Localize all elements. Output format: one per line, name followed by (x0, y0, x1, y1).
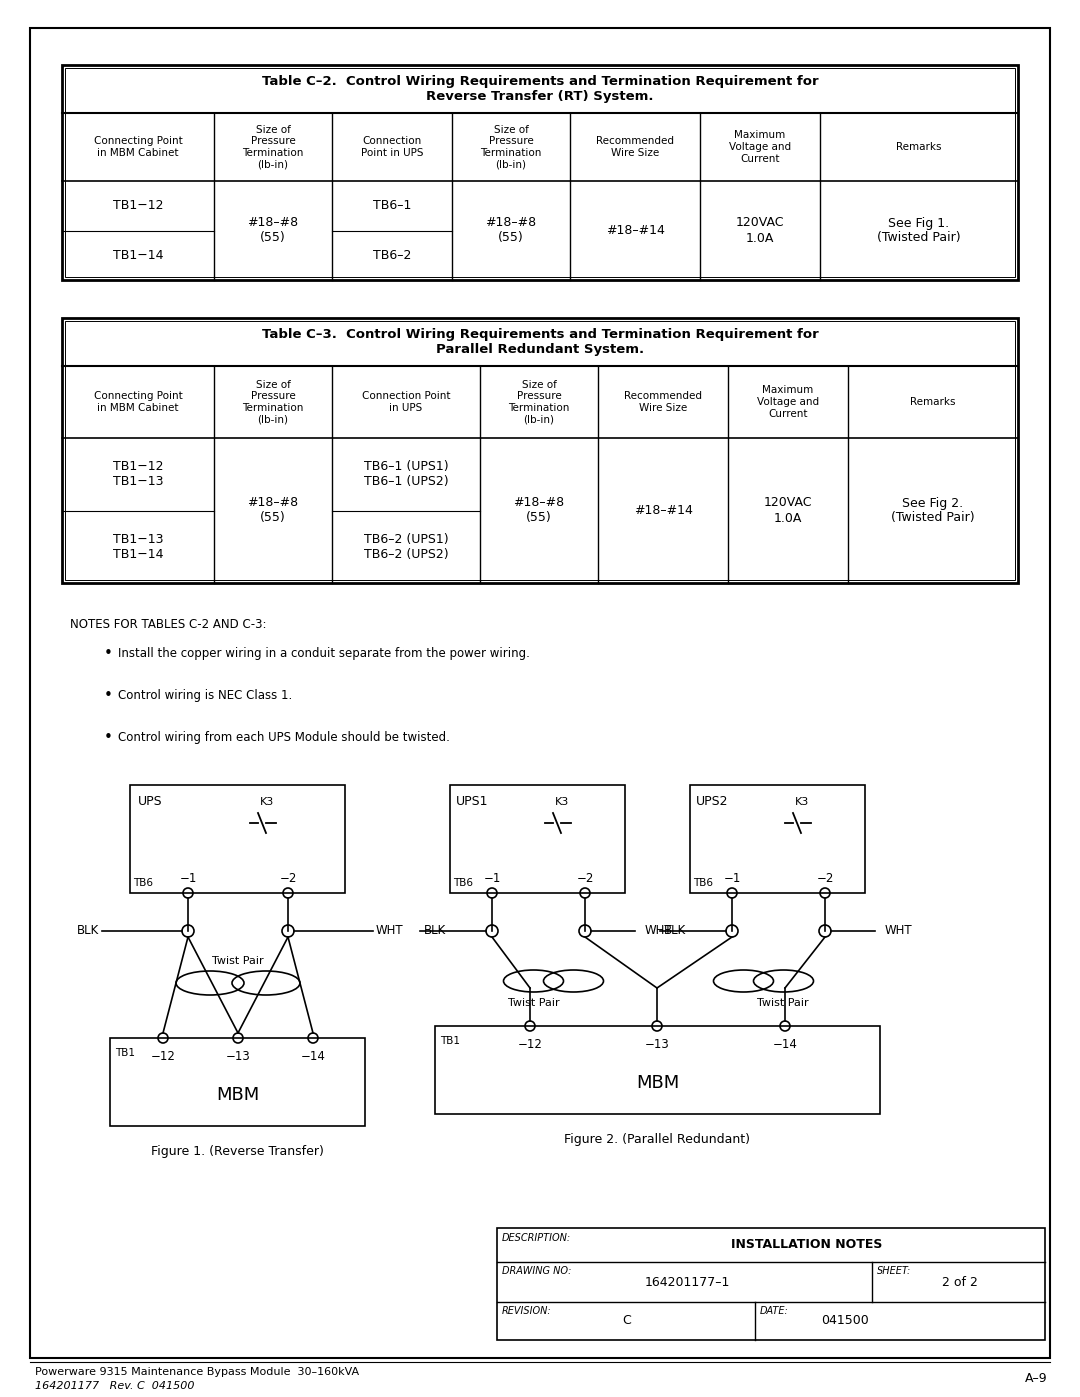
Text: TB6: TB6 (693, 877, 713, 888)
Text: •: • (104, 731, 112, 746)
Text: 2 of 2: 2 of 2 (942, 1275, 977, 1288)
Text: #18–#14: #18–#14 (606, 224, 664, 237)
Text: Maximum
Voltage and
Current: Maximum Voltage and Current (729, 130, 791, 163)
Text: Remarks: Remarks (910, 397, 956, 407)
Text: SHEET:: SHEET: (877, 1266, 912, 1275)
Text: Connection Point
in UPS: Connection Point in UPS (362, 391, 450, 412)
Text: Recommended
Wire Size: Recommended Wire Size (624, 391, 702, 412)
Text: TB6–1: TB6–1 (373, 200, 411, 212)
Text: TB1: TB1 (440, 1037, 460, 1046)
Text: −12: −12 (517, 1038, 542, 1051)
Text: WHT: WHT (885, 925, 913, 937)
Text: −13: −13 (645, 1038, 670, 1051)
Text: #18–#8
(55): #18–#8 (55) (513, 496, 565, 524)
Text: UPS: UPS (138, 795, 163, 807)
Text: Twist Pair: Twist Pair (509, 997, 561, 1009)
Text: Recommended
Wire Size: Recommended Wire Size (596, 136, 674, 158)
Text: K3: K3 (555, 798, 569, 807)
Text: Figure 2. (Parallel Redundant): Figure 2. (Parallel Redundant) (565, 1133, 751, 1147)
Text: #18–#8
(55): #18–#8 (55) (247, 217, 298, 244)
Text: −12: −12 (150, 1049, 175, 1063)
Text: UPS2: UPS2 (696, 795, 729, 807)
Text: MBM: MBM (216, 1087, 259, 1104)
Text: TB6: TB6 (453, 877, 473, 888)
Text: 164201177   Rev. C  041500: 164201177 Rev. C 041500 (35, 1382, 194, 1391)
Text: DESCRIPTION:: DESCRIPTION: (502, 1234, 571, 1243)
Text: Remarks: Remarks (896, 142, 942, 152)
Text: −1: −1 (724, 873, 741, 886)
Text: MBM: MBM (636, 1074, 679, 1092)
Text: See Fig 2.
(Twisted Pair): See Fig 2. (Twisted Pair) (891, 496, 975, 524)
Text: See Fig 1.
(Twisted Pair): See Fig 1. (Twisted Pair) (877, 217, 961, 244)
Text: Control wiring from each UPS Module should be twisted.: Control wiring from each UPS Module shou… (118, 732, 450, 745)
Text: Size of
Pressure
Termination
(lb-in): Size of Pressure Termination (lb-in) (242, 124, 303, 169)
Text: DATE:: DATE: (760, 1306, 788, 1316)
Text: Connecting Point
in MBM Cabinet: Connecting Point in MBM Cabinet (94, 136, 183, 158)
Text: TB1−14: TB1−14 (112, 249, 163, 261)
Text: −1: −1 (484, 873, 501, 886)
Text: Control wiring is NEC Class 1.: Control wiring is NEC Class 1. (118, 690, 293, 703)
Text: •: • (104, 647, 112, 662)
Text: Install the copper wiring in a conduit separate from the power wiring.: Install the copper wiring in a conduit s… (118, 647, 530, 661)
Text: Size of
Pressure
Termination
(lb-in): Size of Pressure Termination (lb-in) (242, 380, 303, 425)
Text: •: • (104, 689, 112, 704)
Text: Connecting Point
in MBM Cabinet: Connecting Point in MBM Cabinet (94, 391, 183, 412)
Text: −13: −13 (226, 1049, 251, 1063)
Text: Connection
Point in UPS: Connection Point in UPS (361, 136, 423, 158)
Text: #18–#14: #18–#14 (634, 504, 692, 517)
Text: NOTES FOR TABLES C-2 AND C-3:: NOTES FOR TABLES C-2 AND C-3: (70, 617, 267, 631)
Text: TB1−13
TB1−14: TB1−13 TB1−14 (112, 532, 163, 560)
Text: TB6–2 (UPS1)
TB6–2 (UPS2): TB6–2 (UPS1) TB6–2 (UPS2) (364, 532, 448, 560)
Text: K3: K3 (795, 798, 809, 807)
Text: −2: −2 (577, 873, 594, 886)
Text: 120VAC
1.0A: 120VAC 1.0A (735, 217, 784, 244)
Text: TB1−12: TB1−12 (112, 200, 163, 212)
Text: BLK: BLK (664, 925, 686, 937)
Text: 164201177–1: 164201177–1 (645, 1275, 730, 1288)
Text: INSTALLATION NOTES: INSTALLATION NOTES (731, 1239, 882, 1252)
Text: Table C–3.  Control Wiring Requirements and Termination Requirement for
Parallel: Table C–3. Control Wiring Requirements a… (261, 328, 819, 356)
Bar (62, 66, 1018, 279)
Text: Twist Pair: Twist Pair (212, 956, 264, 965)
Text: BLK: BLK (423, 925, 446, 937)
Bar (497, 1228, 1045, 1340)
Text: 041500: 041500 (821, 1315, 869, 1327)
Text: Size of
Pressure
Termination
(lb-in): Size of Pressure Termination (lb-in) (481, 124, 542, 169)
Text: TB6–2: TB6–2 (373, 249, 411, 261)
Text: WHT: WHT (376, 925, 404, 937)
Text: −14: −14 (300, 1049, 325, 1063)
Text: −2: −2 (816, 873, 834, 886)
Bar (690, 785, 865, 893)
Text: Figure 1. (Reverse Transfer): Figure 1. (Reverse Transfer) (151, 1146, 324, 1158)
Bar (110, 1038, 365, 1126)
Text: #18–#8
(55): #18–#8 (55) (485, 217, 537, 244)
Bar (130, 785, 345, 893)
Text: BLK: BLK (77, 925, 99, 937)
Text: UPS1: UPS1 (456, 795, 488, 807)
Text: TB1−12
TB1−13: TB1−12 TB1−13 (112, 460, 163, 488)
Bar (450, 785, 625, 893)
Text: TB6–1 (UPS1)
TB6–1 (UPS2): TB6–1 (UPS1) TB6–1 (UPS2) (364, 460, 448, 488)
Text: Powerware 9315 Maintenance Bypass Module  30–160kVA: Powerware 9315 Maintenance Bypass Module… (35, 1368, 360, 1377)
Text: DRAWING NO:: DRAWING NO: (502, 1266, 571, 1275)
Text: Table C–2.  Control Wiring Requirements and Termination Requirement for
Reverse : Table C–2. Control Wiring Requirements a… (261, 75, 819, 103)
Bar (435, 1025, 880, 1113)
Text: #18–#8
(55): #18–#8 (55) (247, 496, 298, 524)
Text: Maximum
Voltage and
Current: Maximum Voltage and Current (757, 386, 819, 419)
Text: Size of
Pressure
Termination
(lb-in): Size of Pressure Termination (lb-in) (509, 380, 569, 425)
Text: REVISION:: REVISION: (502, 1306, 552, 1316)
Bar (65, 68, 1015, 277)
Text: A–9: A–9 (1025, 1372, 1048, 1386)
Bar (65, 321, 1015, 580)
Bar (62, 319, 1018, 583)
Text: −14: −14 (772, 1038, 797, 1051)
Text: −1: −1 (179, 873, 197, 886)
Text: C: C (623, 1315, 632, 1327)
Text: WHT: WHT (645, 925, 673, 937)
Text: Twist Pair: Twist Pair (757, 997, 809, 1009)
Text: TB1: TB1 (114, 1048, 135, 1058)
Text: TB6: TB6 (133, 877, 153, 888)
Text: −2: −2 (280, 873, 297, 886)
Text: 120VAC
1.0A: 120VAC 1.0A (764, 496, 812, 524)
Text: K3: K3 (260, 798, 274, 807)
